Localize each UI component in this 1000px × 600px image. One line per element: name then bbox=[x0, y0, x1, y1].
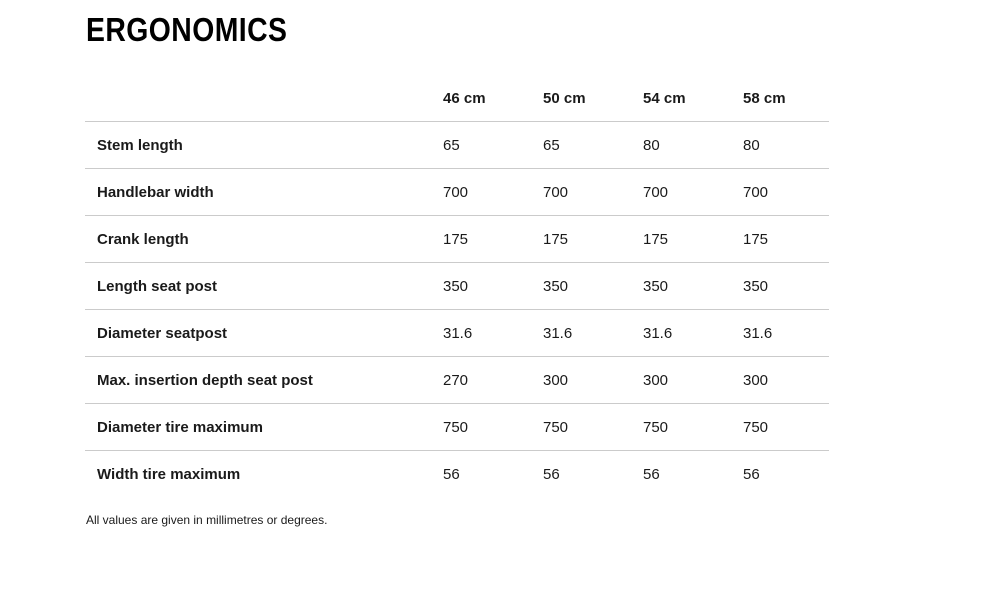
row-value: 300 bbox=[643, 371, 669, 389]
row-value: 750 bbox=[643, 418, 669, 436]
row-value: 750 bbox=[443, 418, 469, 436]
row-value: 350 bbox=[543, 277, 569, 295]
table-row: Width tire maximum 56 56 56 56 bbox=[85, 451, 829, 498]
table-row: Diameter tire maximum 750 750 750 750 bbox=[85, 404, 829, 451]
row-label: Diameter seatpost bbox=[97, 324, 228, 342]
row-value: 31.6 bbox=[743, 324, 773, 342]
column-header-58cm: 58 cm bbox=[743, 89, 786, 107]
row-value: 350 bbox=[443, 277, 469, 295]
row-label: Crank length bbox=[97, 230, 189, 248]
column-header-50cm: 50 cm bbox=[543, 89, 586, 107]
table-row: Handlebar width 700 700 700 700 bbox=[85, 169, 829, 216]
row-value: 175 bbox=[643, 230, 669, 248]
row-value: 175 bbox=[543, 230, 569, 248]
row-value: 750 bbox=[543, 418, 569, 436]
row-label: Handlebar width bbox=[97, 183, 214, 201]
section-title: ERGONOMICS bbox=[86, 11, 288, 48]
row-value: 65 bbox=[543, 136, 560, 154]
row-value: 56 bbox=[543, 466, 560, 483]
column-header-54cm: 54 cm bbox=[643, 89, 686, 107]
row-value: 31.6 bbox=[443, 324, 473, 342]
row-value: 700 bbox=[443, 183, 469, 201]
row-value: 700 bbox=[643, 183, 669, 201]
row-label: Length seat post bbox=[97, 277, 218, 295]
footnote: All values are given in millimetres or d… bbox=[86, 513, 328, 527]
table-row: Stem length 65 65 80 80 bbox=[85, 122, 829, 169]
row-value: 300 bbox=[543, 371, 569, 389]
row-value: 31.6 bbox=[643, 324, 673, 342]
row-value: 350 bbox=[643, 277, 669, 295]
row-label: Max. insertion depth seat post bbox=[97, 371, 313, 389]
row-value: 56 bbox=[443, 466, 460, 483]
row-value: 56 bbox=[643, 466, 660, 483]
table-row: Length seat post 350 350 350 350 bbox=[85, 263, 829, 310]
column-header-46cm: 46 cm bbox=[443, 89, 486, 107]
table-header-row: 46 cm 50 cm 54 cm 58 cm bbox=[85, 75, 829, 122]
row-label: Stem length bbox=[97, 136, 183, 154]
row-value: 175 bbox=[443, 230, 469, 248]
ergonomics-section: ERGONOMICS 46 cm 50 cm 54 cm 58 cm Stem … bbox=[85, 0, 829, 527]
row-value: 700 bbox=[543, 183, 569, 201]
row-value: 270 bbox=[443, 371, 469, 389]
row-value: 80 bbox=[643, 136, 660, 154]
row-value: 65 bbox=[443, 136, 460, 154]
ergonomics-table: 46 cm 50 cm 54 cm 58 cm Stem length 65 6… bbox=[85, 75, 829, 498]
row-value: 700 bbox=[743, 183, 769, 201]
row-value: 31.6 bbox=[543, 324, 573, 342]
table-row: Diameter seatpost 31.6 31.6 31.6 31.6 bbox=[85, 310, 829, 357]
row-label: Diameter tire maximum bbox=[97, 418, 263, 436]
row-value: 300 bbox=[743, 371, 769, 389]
row-value: 350 bbox=[743, 277, 769, 295]
table-row: Max. insertion depth seat post 270 300 3… bbox=[85, 357, 829, 404]
row-value: 56 bbox=[743, 466, 760, 483]
table-body: Stem length 65 65 80 80 Handlebar width … bbox=[85, 122, 829, 498]
table-row: Crank length 175 175 175 175 bbox=[85, 216, 829, 263]
row-label: Width tire maximum bbox=[97, 466, 241, 483]
row-value: 750 bbox=[743, 418, 769, 436]
row-value: 175 bbox=[743, 230, 769, 248]
row-value: 80 bbox=[743, 136, 760, 154]
